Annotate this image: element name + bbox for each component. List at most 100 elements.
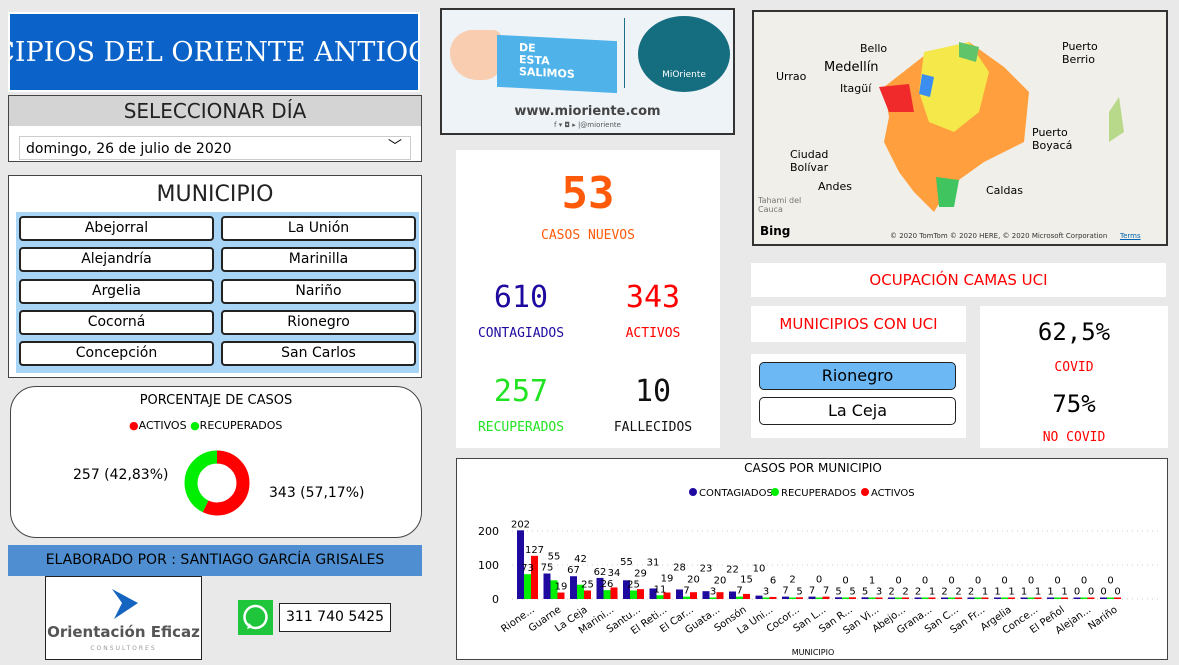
bar-data-label: 3 (763, 587, 769, 598)
bar-recuperados[interactable] (815, 597, 823, 600)
bar-contagiados[interactable] (755, 595, 763, 599)
bar-activos[interactable] (796, 597, 803, 599)
bar-activos[interactable] (1061, 597, 1068, 600)
bar-contagiados[interactable] (1047, 597, 1054, 600)
whatsapp-icon[interactable] (238, 600, 273, 635)
bar-contagiados[interactable] (729, 591, 736, 599)
bar-contagiados[interactable] (808, 596, 816, 599)
bar-contagiados[interactable] (702, 591, 710, 599)
municipio-button[interactable]: Cocorná (19, 309, 214, 335)
kpi-panel: 53 CASOS NUEVOS 610 CONTAGIADOS 343 ACTI… (456, 150, 720, 448)
bar-recuperados[interactable] (683, 596, 690, 599)
chevron-down-icon: ﹀ (388, 139, 402, 155)
bar-contagiados[interactable] (570, 576, 577, 599)
municipio-button[interactable]: Abejorral (19, 216, 214, 241)
bar-activos[interactable] (1087, 597, 1095, 600)
map-terms-link[interactable]: Terms (1120, 232, 1141, 240)
region-green-south[interactable] (936, 177, 959, 207)
bar-activos[interactable] (955, 597, 962, 600)
municipio-button[interactable]: Argelia (19, 278, 214, 304)
bar-contagiados[interactable] (676, 589, 683, 599)
bar-contagiados[interactable] (649, 588, 657, 599)
bar-recuperados[interactable] (762, 597, 770, 600)
municipio-button[interactable]: Nariño (221, 278, 416, 304)
bar-recuperados[interactable] (1027, 597, 1035, 600)
bar-activos[interactable] (822, 596, 830, 599)
bar-recuperados[interactable] (974, 597, 982, 600)
bar-data-label: 34 (608, 568, 621, 579)
bar-contagiados[interactable] (914, 597, 922, 600)
region-blue[interactable] (919, 74, 934, 97)
uci-municipios-slicer: Rionegro La Ceja (751, 354, 966, 438)
bar-contagiados[interactable] (596, 577, 604, 599)
bar-activos[interactable] (1034, 597, 1042, 600)
bar-contagiados[interactable] (782, 596, 789, 599)
bar-contagiados[interactable] (1100, 597, 1107, 600)
municipio-button[interactable]: Concepción (19, 341, 214, 367)
bar-activos[interactable] (531, 555, 538, 599)
bar-activos[interactable] (690, 592, 697, 599)
bar-activos[interactable] (584, 590, 591, 600)
municipio-button[interactable]: Marinilla (221, 247, 416, 273)
bar-recuperados[interactable] (709, 597, 717, 600)
bar-recuperados[interactable] (550, 580, 558, 599)
bar-contagiados[interactable] (1073, 597, 1081, 600)
bar-contagiados[interactable] (543, 573, 551, 600)
bar-data-label: 2 (915, 587, 921, 598)
municipio-button[interactable]: San Carlos (221, 341, 416, 367)
bar-activos[interactable] (637, 589, 644, 599)
bar-recuperados[interactable] (789, 597, 796, 600)
bar-recuperados[interactable] (842, 597, 849, 600)
uci-municipio-rionegro[interactable]: Rionegro (759, 362, 956, 390)
y-tick-label: 100 (478, 559, 499, 572)
bar-recuperados[interactable] (603, 590, 611, 599)
bar-activos[interactable] (716, 592, 724, 599)
bar-data-label: 0 (948, 576, 954, 587)
bar-activos[interactable] (928, 597, 936, 600)
region-green[interactable] (959, 42, 979, 62)
bar-contagiados[interactable] (623, 580, 630, 599)
bar-activos[interactable] (663, 592, 671, 599)
municipio-button[interactable]: La Unión (221, 216, 416, 241)
bar-recuperados[interactable] (656, 595, 664, 599)
bar-contagiados[interactable] (941, 597, 948, 600)
bar-recuperados[interactable] (895, 597, 902, 600)
bar-contagiados[interactable] (1020, 597, 1028, 600)
bar-activos[interactable] (981, 597, 989, 600)
bar-contagiados[interactable] (967, 597, 975, 600)
bar-recuperados[interactable] (1080, 597, 1088, 600)
bar-recuperados[interactable] (921, 597, 929, 600)
bar-recuperados[interactable] (948, 597, 955, 600)
region-yellow[interactable] (919, 42, 989, 132)
bar-activos[interactable] (902, 597, 909, 600)
bar-activos[interactable] (610, 587, 618, 599)
region-red[interactable] (879, 84, 914, 112)
bar-recuperados[interactable] (1054, 597, 1061, 600)
map-visual[interactable]: Bello Medellín Urrao Itagüí Puerto Berri… (752, 10, 1168, 246)
municipio-button[interactable]: Rionegro (221, 309, 416, 335)
bar-activos[interactable] (769, 596, 777, 599)
bar-recuperados[interactable] (736, 596, 743, 599)
bar-contagiados[interactable] (888, 597, 895, 600)
bar-contagiados[interactable] (517, 530, 524, 599)
bar-recuperados[interactable] (630, 590, 637, 600)
bar-activos[interactable] (557, 592, 565, 599)
uci-municipio-la-ceja[interactable]: La Ceja (759, 397, 956, 425)
municipio-list[interactable]: Abejorral La Unión Alejandría Marinilla Arge… (16, 212, 419, 373)
bar-recuperados[interactable] (1107, 597, 1114, 600)
bar-activos[interactable] (1008, 597, 1015, 600)
bar-activos[interactable] (849, 597, 856, 599)
bar-contagiados[interactable] (835, 597, 842, 599)
bar-recuperados[interactable] (868, 597, 876, 600)
bar-activos[interactable] (875, 597, 883, 600)
bar-contagiados[interactable] (994, 597, 1001, 600)
donut-slice-recuperados[interactable] (184, 450, 250, 516)
bar-recuperados[interactable] (524, 574, 531, 599)
municipio-button[interactable]: Alejandría (19, 247, 214, 273)
bar-recuperados[interactable] (1001, 597, 1008, 600)
day-dropdown[interactable]: domingo, 26 de julio de 2020 ﹀ (19, 136, 411, 160)
bar-activos[interactable] (1114, 597, 1121, 600)
bar-activos[interactable] (743, 593, 750, 599)
bar-recuperados[interactable] (577, 584, 584, 599)
bar-contagiados[interactable] (861, 597, 869, 599)
